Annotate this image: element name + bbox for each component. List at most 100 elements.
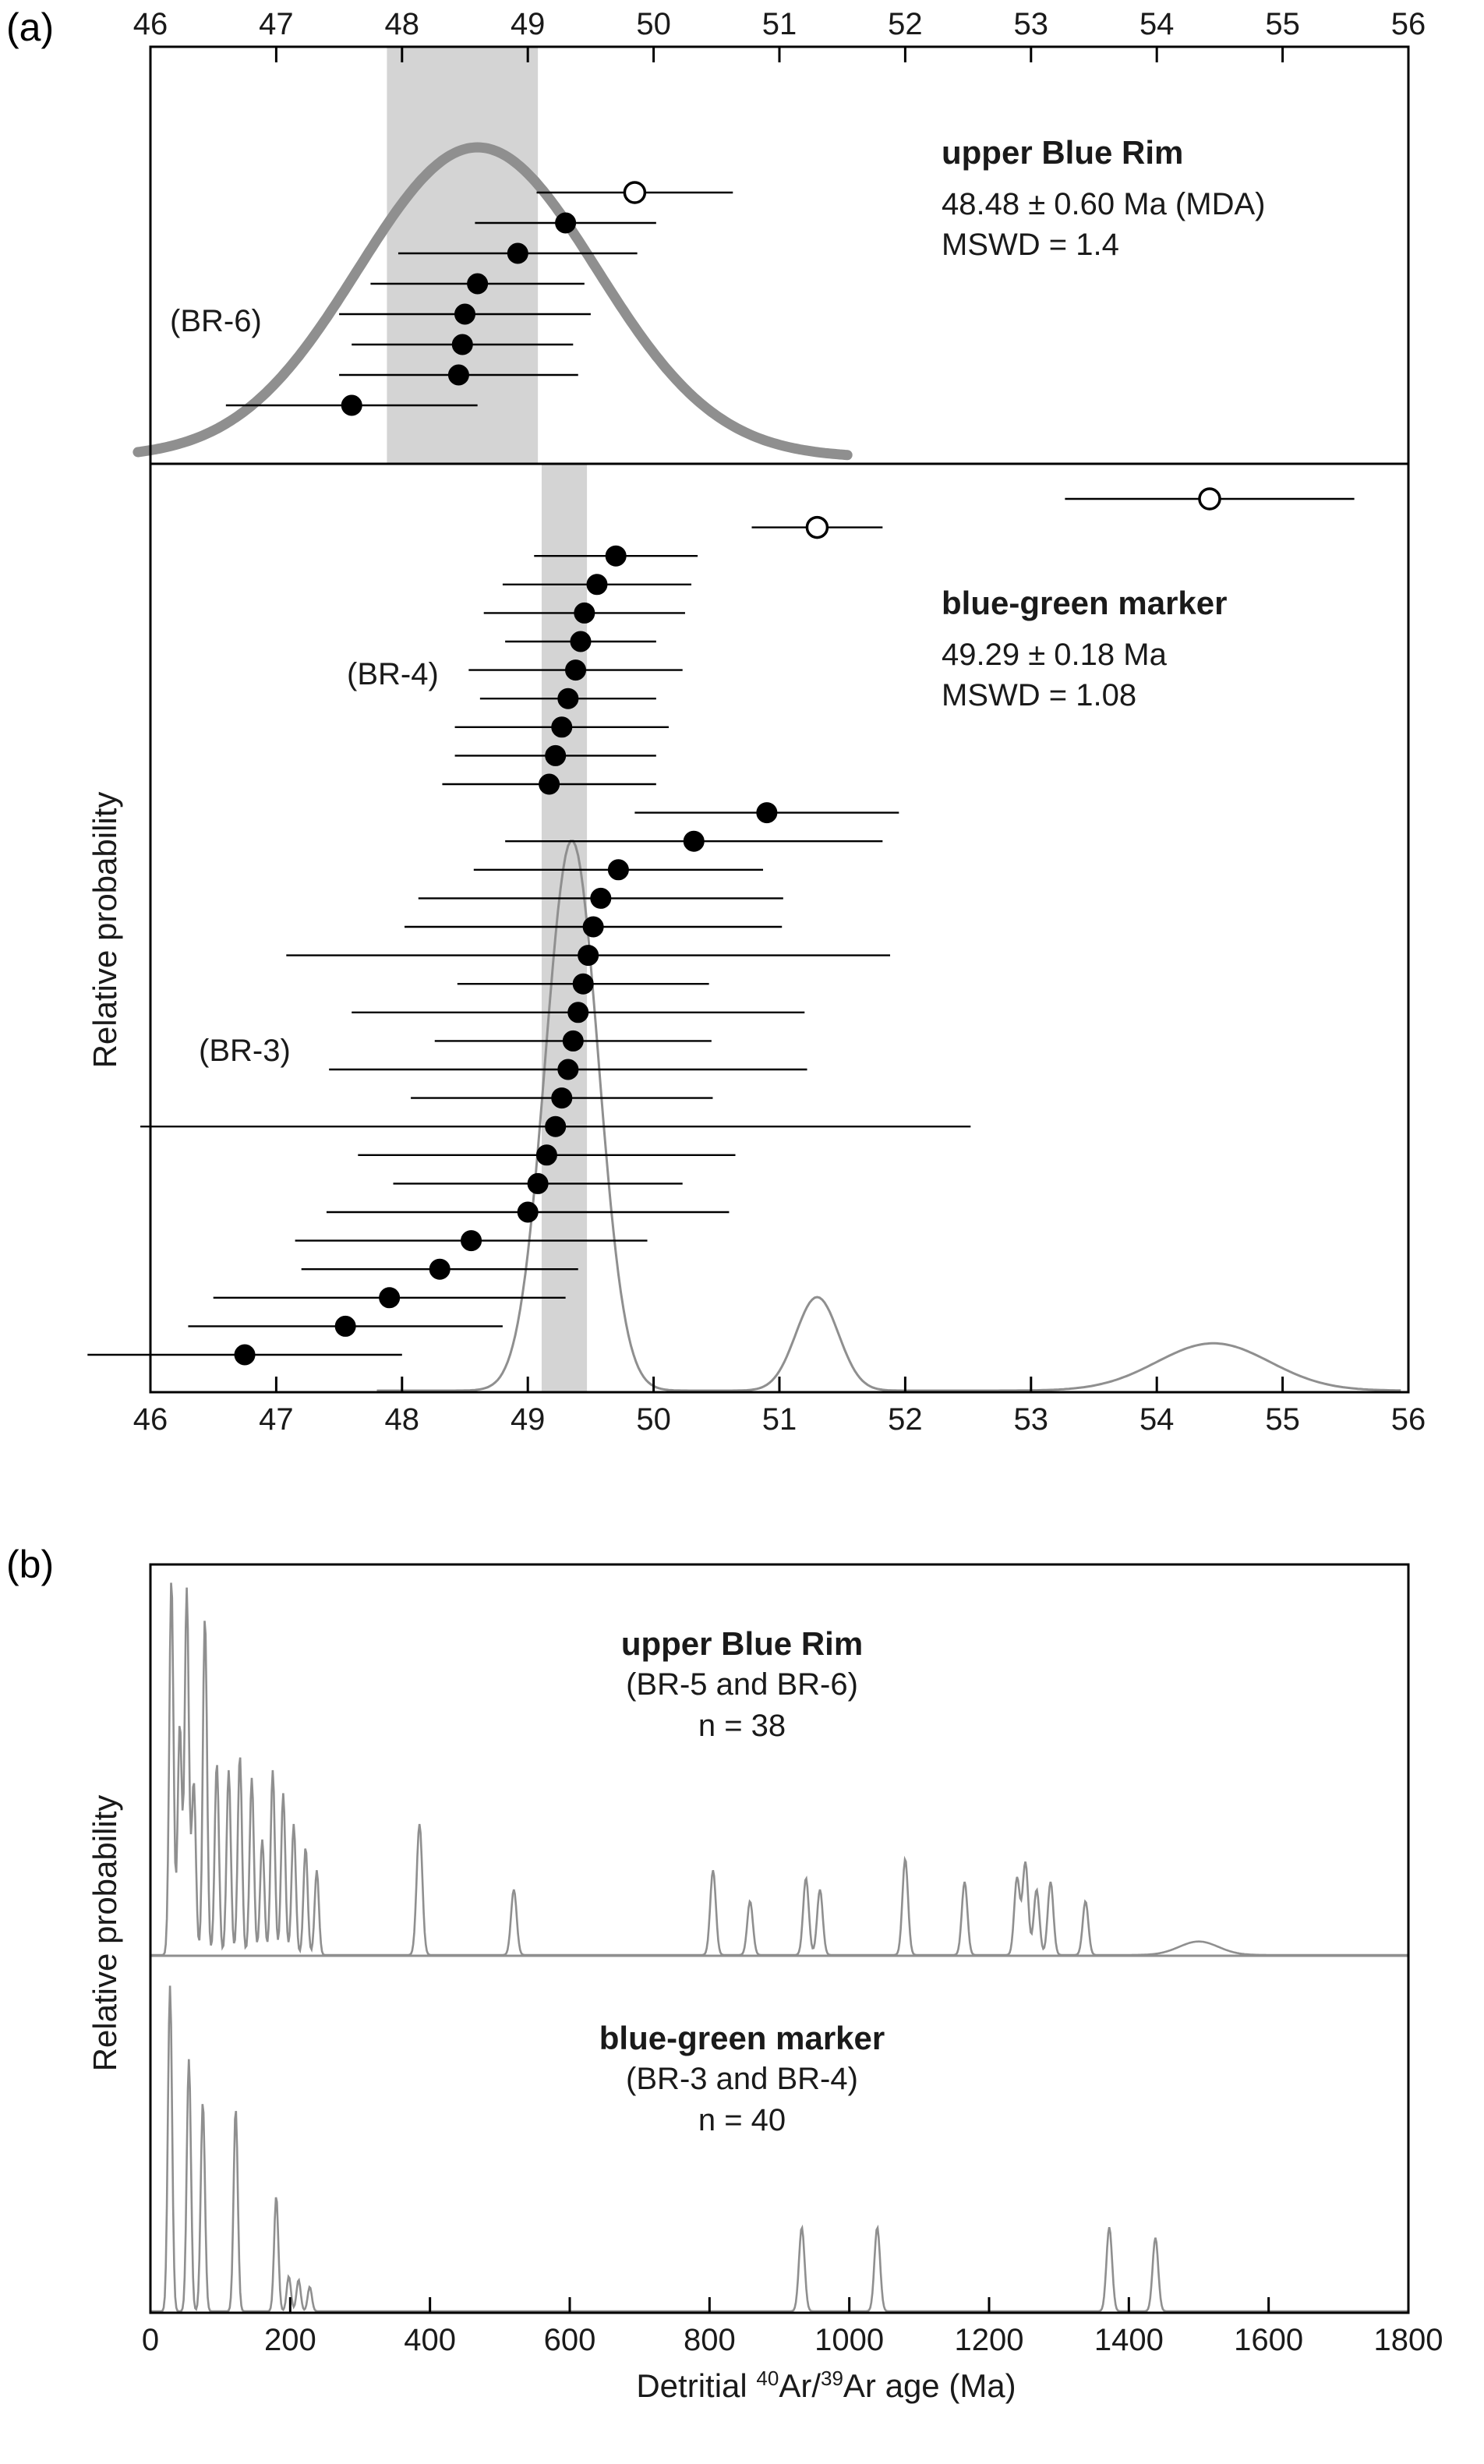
grain-age-point bbox=[683, 830, 705, 852]
b-tick-label: 400 bbox=[404, 2323, 456, 2357]
grain-age-point bbox=[605, 545, 627, 567]
a-bottom-tick-label: 53 bbox=[1014, 1402, 1049, 1437]
a-bottom-tick-label: 50 bbox=[636, 1402, 671, 1437]
a-top-tick-label: 53 bbox=[1014, 7, 1049, 41]
a-bottom-tick-label: 54 bbox=[1140, 1402, 1175, 1437]
b-tick-label: 1400 bbox=[1094, 2323, 1164, 2357]
grain-age-point bbox=[545, 744, 567, 766]
a-top-pdf-curve bbox=[132, 142, 853, 461]
grain-age-point bbox=[454, 303, 475, 325]
a-bottom-mswd: MSWD = 1.08 bbox=[942, 678, 1137, 712]
b-bottom-n: n = 40 bbox=[698, 2103, 786, 2137]
b-top-annotation: upper Blue Rim (BR-5 and BR-6) n = 38 bbox=[621, 1623, 863, 1747]
grain-age-point bbox=[334, 1315, 356, 1337]
b-tick-label: 1600 bbox=[1234, 2323, 1303, 2357]
grain-age-point bbox=[234, 1344, 256, 1366]
grain-age-point bbox=[756, 802, 778, 824]
a-bottom-annotation: blue-green marker 49.29 ± 0.18 Ma MSWD =… bbox=[942, 583, 1227, 716]
grain-age-point bbox=[562, 1030, 584, 1052]
b-x-axis-label-mid: Ar/ bbox=[779, 2367, 821, 2404]
a-top-tick-label: 47 bbox=[259, 7, 294, 41]
grain-age-point bbox=[341, 394, 362, 416]
a-bottom-tick-label: 48 bbox=[385, 1402, 420, 1437]
b-tick-label: 600 bbox=[544, 2323, 596, 2357]
b-top-samples: (BR-5 and BR-6) bbox=[626, 1667, 858, 1702]
b-tick-label: 800 bbox=[684, 2323, 736, 2357]
grain-age-point bbox=[572, 973, 594, 995]
grain-age-point bbox=[578, 945, 599, 967]
grain-age-point bbox=[551, 716, 573, 738]
a-top-annotation: upper Blue Rim 48.48 ± 0.60 Ma (MDA) MSW… bbox=[942, 133, 1265, 265]
a-bottom-tick-label: 46 bbox=[133, 1402, 168, 1437]
grain-age-point bbox=[467, 273, 489, 295]
grain-age-point bbox=[517, 1201, 539, 1223]
grain-age-point bbox=[451, 334, 473, 355]
a-bottom-tick-label: 56 bbox=[1391, 1402, 1426, 1437]
a-bottom-title: blue-green marker bbox=[942, 585, 1228, 621]
grain-age-point bbox=[567, 1002, 589, 1023]
b-x-axis-label-sup39: 39 bbox=[820, 2367, 843, 2390]
sample-label-br3: (BR-3) bbox=[199, 1034, 291, 1068]
panel-a-letter: (a) bbox=[6, 5, 55, 49]
b-x-axis-label-suffix: Ar age (Ma) bbox=[843, 2367, 1016, 2404]
a-top-tick-label: 51 bbox=[762, 7, 797, 41]
grain-age-point bbox=[545, 1115, 567, 1137]
b-frame bbox=[149, 1563, 1410, 2314]
b-tick-label: 0 bbox=[142, 2323, 159, 2357]
a-top-title: upper Blue Rim bbox=[942, 134, 1184, 171]
b-y-axis-label: Relative probability bbox=[87, 1794, 123, 2072]
a-y-axis-label: Relative probability bbox=[87, 791, 123, 1069]
a-bottom-age: 49.29 ± 0.18 Ma bbox=[942, 638, 1167, 672]
grain-age-point bbox=[570, 631, 592, 652]
a-top-tick-label: 48 bbox=[385, 7, 420, 41]
grain-age-point bbox=[527, 1172, 549, 1194]
grain-age-point bbox=[574, 602, 595, 624]
a-top-tick-label: 46 bbox=[133, 7, 168, 41]
b-bottom-samples: (BR-3 and BR-4) bbox=[626, 2062, 858, 2096]
grain-age-point bbox=[507, 242, 528, 264]
grain-age-point bbox=[429, 1258, 450, 1280]
b-x-axis-label-sup40: 40 bbox=[756, 2367, 779, 2390]
panel-b-letter: (b) bbox=[6, 1543, 55, 1586]
grain-age-point bbox=[539, 773, 560, 795]
b-bottom-spectrum bbox=[150, 1985, 1408, 2313]
b-x-axis-label: Detritial 40Ar/39Ar age (Ma) bbox=[636, 2367, 1016, 2405]
a-top-tick-label: 52 bbox=[888, 7, 923, 41]
b-top-n: n = 38 bbox=[698, 1709, 786, 1743]
a-top-tick-label: 55 bbox=[1265, 7, 1300, 41]
b-tick-label: 1200 bbox=[955, 2323, 1024, 2357]
a-top-mda-age: 48.48 ± 0.60 Ma (MDA) bbox=[942, 187, 1266, 221]
b-tick-label: 1000 bbox=[814, 2323, 884, 2357]
a-top-tick-label: 56 bbox=[1391, 7, 1426, 41]
grain-age-point bbox=[557, 1059, 579, 1080]
b-tick-label: 200 bbox=[264, 2323, 316, 2357]
b-tick-label: 1800 bbox=[1374, 2323, 1443, 2357]
b-bottom-title: blue-green marker bbox=[599, 2020, 885, 2056]
grain-age-point bbox=[557, 688, 579, 709]
a-bottom-tick-label: 51 bbox=[762, 1402, 797, 1437]
a-bottom-pdf-curve bbox=[376, 840, 1401, 1392]
grain-age-point bbox=[607, 859, 629, 881]
b-x-axis-label-prefix: Detritial bbox=[636, 2367, 757, 2404]
a-bottom-tick-label: 52 bbox=[888, 1402, 923, 1437]
a-bottom-tick-label: 47 bbox=[259, 1402, 294, 1437]
excluded-grain-point bbox=[1198, 487, 1221, 511]
grain-age-point bbox=[565, 659, 587, 681]
grain-age-point bbox=[379, 1287, 401, 1309]
a-top-mswd: MSWD = 1.4 bbox=[942, 228, 1119, 262]
grain-age-point bbox=[461, 1230, 482, 1252]
a-top-tick-label: 50 bbox=[636, 7, 671, 41]
a-top-tick-label: 54 bbox=[1140, 7, 1175, 41]
a-bottom-tick-label: 49 bbox=[511, 1402, 546, 1437]
b-top-title: upper Blue Rim bbox=[620, 1625, 864, 1662]
grain-age-point bbox=[551, 1087, 573, 1109]
excluded-grain-point bbox=[623, 181, 647, 204]
grain-age-point bbox=[447, 364, 469, 386]
grain-age-point bbox=[590, 887, 612, 909]
grain-age-point bbox=[555, 212, 577, 234]
a-bottom-tick-label: 55 bbox=[1265, 1402, 1300, 1437]
grain-age-point bbox=[586, 574, 608, 596]
excluded-grain-point bbox=[805, 515, 829, 539]
b-bottom-annotation: blue-green marker (BR-3 and BR-4) n = 40 bbox=[599, 2017, 885, 2141]
